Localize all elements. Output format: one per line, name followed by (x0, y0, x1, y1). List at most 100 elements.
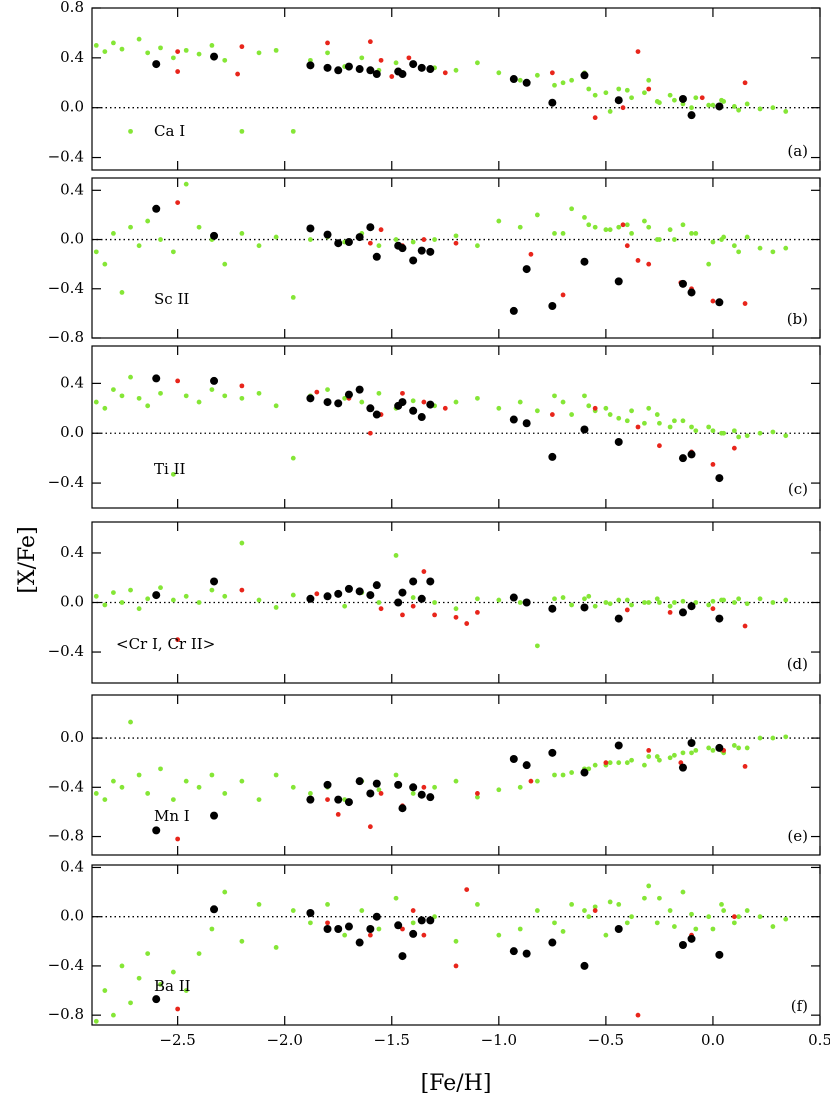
point (136, 975, 142, 981)
point (744, 101, 750, 107)
point (410, 920, 416, 926)
point (580, 425, 589, 434)
point (334, 66, 343, 75)
point (239, 587, 245, 593)
point (710, 298, 716, 304)
point (770, 105, 776, 111)
point (548, 748, 557, 757)
point (376, 600, 382, 605)
point (453, 778, 459, 784)
point (496, 597, 502, 603)
x-tick-label: −0.5 (588, 1031, 624, 1049)
point (119, 393, 125, 399)
point (102, 602, 108, 608)
x-tick-label: 0.5 (808, 1031, 830, 1049)
point (256, 597, 262, 603)
point (715, 743, 724, 752)
point (183, 181, 189, 187)
y-tick-label: −0.8 (48, 1005, 84, 1023)
point (629, 230, 634, 236)
point (145, 50, 151, 56)
point (209, 772, 215, 778)
point (136, 606, 142, 612)
point (136, 243, 142, 249)
point (222, 393, 228, 399)
point (475, 791, 480, 796)
point (239, 395, 245, 401)
point (689, 750, 694, 756)
point (592, 603, 598, 609)
point (672, 237, 677, 242)
point (175, 69, 181, 74)
point (678, 941, 687, 949)
point (635, 49, 641, 55)
point (657, 757, 662, 763)
point (783, 916, 789, 922)
point (744, 234, 750, 240)
element-label: Ca I (154, 122, 185, 140)
point (731, 445, 737, 451)
point (742, 763, 748, 769)
point (128, 224, 133, 230)
point (710, 239, 716, 245)
point (624, 597, 630, 603)
point (196, 224, 202, 230)
point (783, 597, 789, 603)
point (687, 934, 696, 943)
point (646, 261, 652, 267)
point (256, 50, 262, 56)
point (603, 90, 609, 96)
point (646, 600, 652, 605)
point (426, 400, 435, 409)
point (603, 760, 609, 766)
point (210, 811, 219, 820)
point (442, 70, 448, 76)
point (719, 901, 724, 907)
point (721, 597, 727, 603)
point (654, 596, 660, 602)
point (239, 383, 245, 389)
point (667, 610, 673, 615)
point (569, 770, 575, 775)
point (710, 102, 716, 108)
point (534, 778, 540, 784)
point (580, 603, 589, 612)
point (325, 797, 330, 803)
point (715, 298, 724, 307)
y-tick-label: −0.4 (48, 148, 84, 166)
point (757, 914, 763, 920)
point (715, 614, 724, 623)
y-tick-label: −0.8 (48, 827, 84, 845)
point (783, 245, 789, 251)
point (534, 908, 540, 913)
point (409, 929, 418, 938)
point (552, 82, 557, 88)
point (560, 595, 566, 600)
point (642, 420, 647, 426)
point (607, 109, 613, 114)
point (128, 719, 133, 725)
point (548, 604, 557, 613)
point (372, 581, 381, 590)
element-label: Sc II (154, 290, 189, 308)
point (736, 434, 742, 440)
point (145, 791, 151, 796)
point (93, 42, 99, 48)
point (376, 390, 382, 396)
point (783, 734, 789, 740)
point (534, 212, 540, 218)
point (624, 920, 630, 926)
point (549, 412, 555, 417)
point (624, 760, 630, 766)
point (183, 778, 189, 784)
point (376, 926, 382, 932)
point (667, 424, 673, 430)
point (210, 52, 219, 61)
point (210, 577, 219, 586)
point (344, 390, 353, 399)
point (222, 261, 228, 267)
y-tick-label: 0.0 (60, 230, 84, 248)
point (170, 797, 176, 803)
point (334, 399, 343, 408)
